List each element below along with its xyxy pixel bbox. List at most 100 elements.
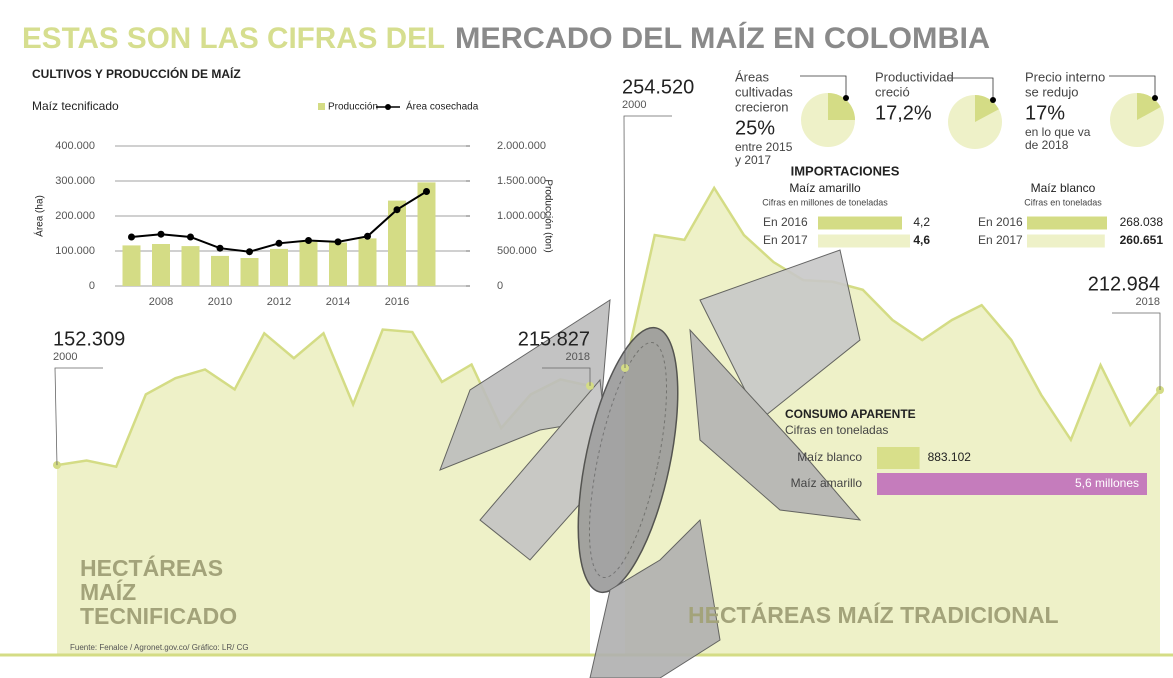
line-point — [157, 230, 165, 238]
bar — [181, 246, 200, 286]
bar-chart-subtitle: Cifras en millones de toneladas — [762, 197, 888, 207]
legend-dot — [385, 104, 391, 110]
line-point — [393, 206, 401, 214]
husk — [689, 328, 862, 521]
bar-category: En 2017 — [763, 233, 808, 247]
y-tick-label: 300.000 — [55, 175, 95, 187]
value-label: 215.827 — [518, 328, 590, 350]
y2-tick-label: 1.500.000 — [497, 175, 546, 187]
pie-label: cultivadas — [735, 84, 793, 99]
pie-label: Precio interno — [1025, 69, 1105, 84]
bar — [329, 242, 347, 286]
bar-value-label: 883.102 — [928, 450, 972, 464]
bar-chart-title: CONSUMO APARENTE — [785, 407, 916, 421]
line-point — [275, 239, 283, 247]
leader-line — [54, 367, 103, 466]
y-tick-label: 0 — [89, 280, 95, 292]
pie-note: en lo que va — [1025, 125, 1091, 139]
leader-line — [1109, 75, 1156, 98]
pie-label: se redujo — [1025, 84, 1078, 99]
pie-note: de 2018 — [1025, 138, 1069, 152]
line-point — [246, 248, 253, 256]
title-part1: ESTAS SON LAS CIFRAS DEL — [22, 22, 445, 55]
bar-category: Maíz amarillo — [791, 476, 863, 490]
area-label: TECNIFICADO — [80, 603, 237, 629]
pie-label: Productividad — [875, 69, 954, 84]
area-label: HECTÁREAS MAÍZ TRADICIONAL — [688, 601, 1059, 628]
leader-dot — [1152, 95, 1158, 101]
cob-kernels — [588, 341, 668, 579]
bar-chart-title: Maíz amarillo — [789, 181, 861, 195]
cob — [577, 326, 679, 594]
line-point — [305, 237, 312, 244]
pie-slice — [975, 95, 999, 122]
pie-label: Áreas — [735, 69, 769, 84]
husk — [699, 249, 861, 421]
bar-value-label: 4,2 — [913, 215, 930, 229]
line-point — [364, 232, 371, 240]
pie-value: 17% — [1025, 102, 1065, 124]
line-point — [128, 233, 135, 241]
y2-tick-label: 2.000.000 — [497, 140, 546, 152]
bar-category: En 2017 — [978, 233, 1023, 247]
area-label: HECTÁREAS — [80, 554, 223, 581]
bar — [1027, 234, 1105, 248]
legend-label: Producción — [328, 102, 378, 113]
pie-slice — [828, 93, 855, 120]
bar — [818, 234, 910, 248]
x-tick-label: 2012 — [267, 296, 291, 308]
bar — [211, 255, 229, 286]
bar-value-label: 260.651 — [1120, 233, 1164, 247]
bar-chart-subtitle: Cifras en toneladas — [1024, 197, 1102, 207]
x-tick-label: 2016 — [385, 296, 409, 308]
bar-value-label: 4,6 — [913, 233, 930, 247]
leader-dot — [843, 95, 849, 101]
pie-note: y 2017 — [735, 153, 771, 167]
leader-line — [1112, 312, 1161, 391]
bar — [417, 182, 436, 286]
value-label: 152.309 — [53, 328, 125, 350]
value-label: 254.520 — [622, 76, 694, 98]
bar — [358, 238, 377, 286]
line-point — [216, 244, 224, 252]
bar — [877, 447, 920, 469]
pie-label: creció — [875, 84, 910, 99]
pie-value: 25% — [735, 117, 775, 139]
y-tick-label: 400.000 — [55, 140, 95, 152]
bar-chart-subtitle: Cifras en toneladas — [785, 423, 888, 437]
line-point — [187, 233, 194, 241]
x-tick-label: 2014 — [326, 296, 350, 308]
corn-illustration — [439, 249, 862, 678]
area-label: MAÍZ — [80, 578, 136, 605]
year-label: 2018 — [566, 351, 590, 363]
y-tick-label: 200.000 — [55, 210, 95, 222]
bar — [1027, 216, 1107, 230]
source: Fuente: Fenalce / Agronet.gov.co/ Gráfic… — [70, 643, 249, 652]
y2-axis-title: Producción (ton) — [542, 179, 553, 252]
bar-chart-title: Maíz blanco — [1031, 181, 1096, 195]
bar — [240, 258, 259, 286]
pie-value: 17,2% — [875, 102, 932, 124]
y2-tick-label: 1.000.000 — [497, 210, 546, 222]
year-label: 2018 — [1136, 296, 1160, 308]
bar-category: En 2016 — [978, 215, 1023, 229]
bar — [152, 244, 170, 286]
bar-category: Maíz blanco — [797, 450, 862, 464]
bar — [270, 248, 288, 286]
pie-note: entre 2015 — [735, 140, 793, 154]
y-axis-title: Área (ha) — [33, 195, 46, 237]
imports-title: IMPORTACIONES — [791, 163, 900, 178]
legend-label: Área cosechada — [406, 100, 479, 113]
bar — [388, 200, 406, 286]
bar — [877, 473, 1147, 495]
section-title: CULTIVOS Y PRODUCCIÓN DE MAÍZ — [32, 66, 241, 81]
y-tick-label: 100.000 — [55, 245, 95, 257]
leader-dot — [990, 97, 996, 103]
line-point — [334, 238, 342, 246]
charts: Maíz tecnificado Área (ha) Producción (ton… — [32, 69, 1164, 629]
leader-line — [623, 115, 672, 368]
y2-tick-label: 0 — [497, 280, 503, 292]
bar — [122, 245, 141, 286]
bar-value-label: 5,6 millones — [1075, 476, 1139, 490]
